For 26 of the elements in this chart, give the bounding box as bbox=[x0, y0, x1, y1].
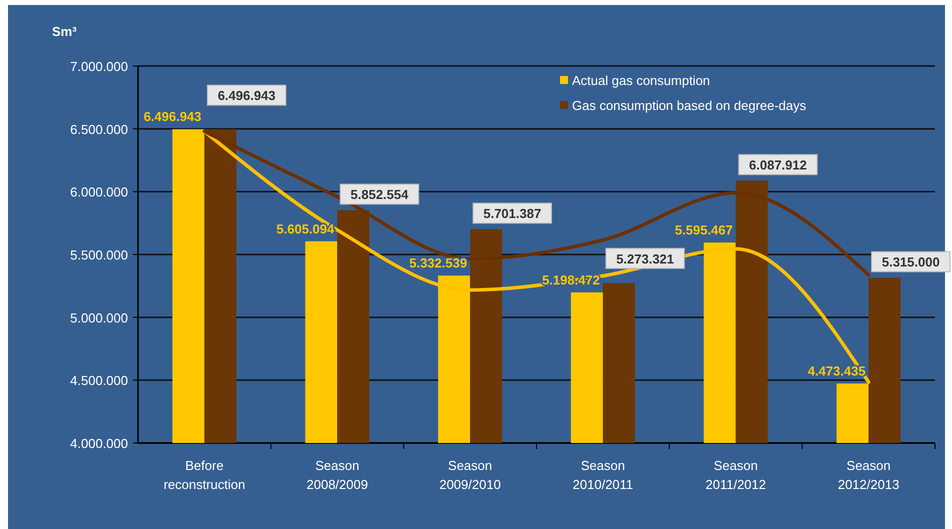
data-label: 6.087.912 bbox=[749, 158, 807, 173]
data-label: 5.605.094 bbox=[276, 221, 336, 236]
y-tick-label: 5.000.000 bbox=[70, 310, 128, 326]
data-label: 5.701.387 bbox=[483, 206, 542, 222]
x-tick-label: Season 2008/2009 bbox=[306, 458, 368, 492]
data-label: 5.595.467 bbox=[674, 222, 733, 238]
legend-label: Actual gas consumption bbox=[572, 73, 710, 88]
y-tick-label: 6.000.000 bbox=[70, 184, 128, 200]
data-label: 5.315.000 bbox=[882, 254, 940, 270]
x-tick-label: Season 2012/2013 bbox=[838, 458, 900, 492]
data-label: 6.496.943 bbox=[144, 109, 202, 124]
x-tick-label: Before reconstruction bbox=[164, 458, 246, 492]
y-tick-label: 5.500.000 bbox=[70, 248, 128, 262]
x-tick-label: Season 2009/2010 bbox=[439, 458, 501, 492]
data-label: 5.273.321 bbox=[616, 251, 674, 266]
y-tick-label: 4.000.000 bbox=[70, 436, 128, 451]
data-label: 5.332.539 bbox=[409, 256, 468, 271]
data-label: 6.496.943 bbox=[218, 88, 276, 104]
x-tick-label: Season 2011/2012 bbox=[706, 458, 766, 492]
x-tick-label: Season 2010/2011 bbox=[572, 458, 634, 492]
y-axis-title: Sm³ bbox=[52, 24, 78, 39]
y-tick-label: 6.500.000 bbox=[70, 122, 128, 137]
y-tick-label: 7.000.000 bbox=[70, 59, 128, 74]
data-label: 5.852.554 bbox=[350, 187, 410, 202]
y-tick-label: 4.500.000 bbox=[70, 373, 128, 388]
legend-label: Gas consumption based on degree-days bbox=[572, 98, 807, 113]
